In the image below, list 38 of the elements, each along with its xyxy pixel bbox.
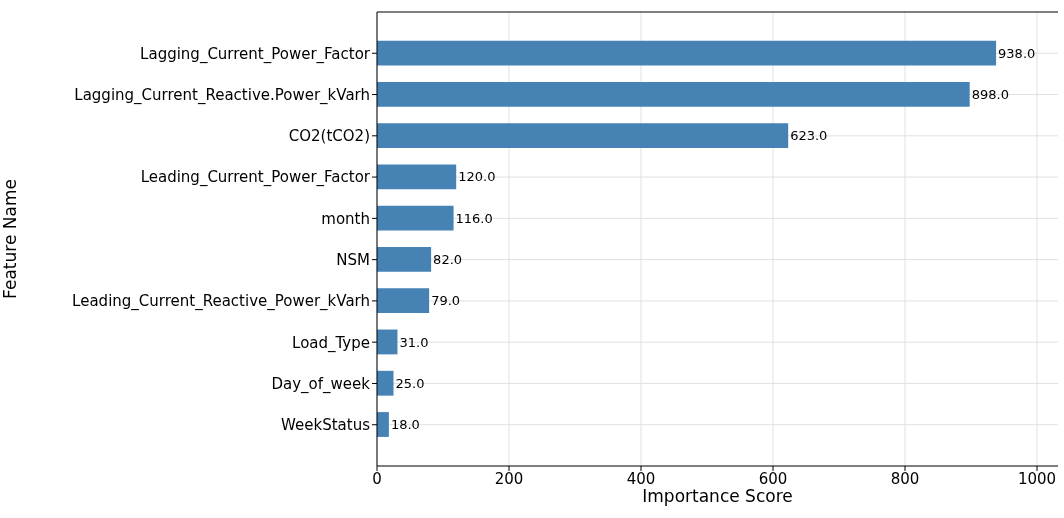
bar [377,412,389,437]
data-label: 623.0 [790,128,828,144]
y-tick-label: month [321,209,370,228]
data-label: 31.0 [399,334,429,350]
x-tick-label: 1000 [1017,469,1057,488]
y-tick-label: Load_Type [292,333,370,353]
bar [377,205,454,231]
y-tick-label: WeekStatus [281,416,371,435]
data-label: 25.0 [395,375,425,391]
data-label: 116.0 [455,210,493,226]
data-label: 82.0 [433,252,463,268]
x-tick-label: 400 [626,469,656,488]
x-tick-label: 600 [758,469,788,488]
data-label: 120.0 [458,169,496,185]
y-tick-label: CO2(tCO2) [288,127,370,146]
x-axis-title: Importance Score [642,486,793,506]
x-tick-label: 0 [372,469,382,488]
bar [377,123,789,148]
y-tick-label: NSM [336,250,370,269]
data-label: 898.0 [971,86,1009,102]
bar [377,81,970,107]
y-tick-label: Leading_Current_Reactive_Power_kVarh [72,292,370,312]
y-tick-label: Leading_Current_Power_Factor [140,168,371,188]
bar [377,288,430,314]
x-tick-label: 200 [494,469,524,488]
bar [377,370,394,396]
bar [377,329,398,355]
y-tick-label: Day_of_week [271,374,371,394]
data-label: 938.0 [998,45,1036,61]
x-tick-label: 800 [890,469,920,488]
data-label: 79.0 [431,293,461,309]
y-axis-title: Feature Name [0,179,21,299]
bar [377,164,457,190]
y-tick-label: Lagging_Current_Reactive.Power_kVarh [74,85,370,105]
y-tick-label: Lagging_Current_Power_Factor [140,44,371,64]
data-label: 18.0 [390,417,420,433]
bar [377,40,997,66]
bar [377,247,432,272]
